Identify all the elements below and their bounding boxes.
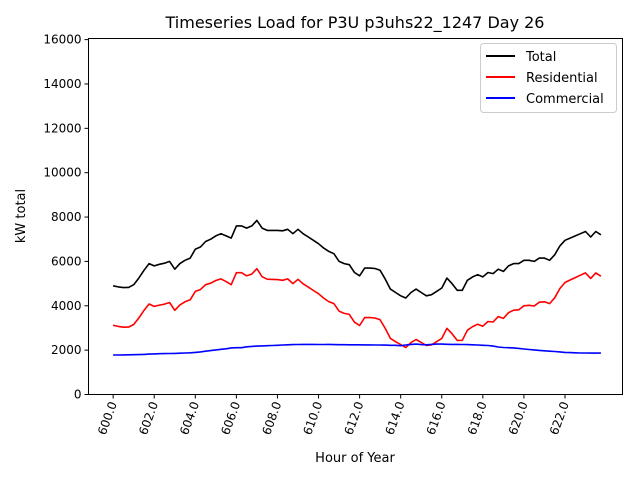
x-tick-label: 614.0 <box>383 400 408 437</box>
legend-frame <box>480 43 617 113</box>
y-tick-label: 0 <box>74 388 82 402</box>
x-tick-label: 620.0 <box>506 400 531 437</box>
y-tick-label: 2000 <box>51 343 82 357</box>
series-line-total <box>112 219 602 299</box>
x-tick-label: 612.0 <box>342 400 367 437</box>
y-axis-label: kW total <box>14 189 29 243</box>
x-axis-label: Hour of Year <box>315 451 395 466</box>
x-tick-label: 610.0 <box>300 400 325 437</box>
legend: Total Residential Commercial <box>480 43 617 113</box>
x-tick-label: 606.0 <box>218 400 243 437</box>
x-tick-label: 618.0 <box>465 400 490 437</box>
x-tick-label: 604.0 <box>177 400 202 437</box>
x-tick-label: 622.0 <box>547 400 572 437</box>
y-tick-label: 6000 <box>51 254 82 268</box>
y-tick-label: 4000 <box>51 299 82 313</box>
y-tick-label: 12000 <box>43 121 81 135</box>
y-tick-label: 10000 <box>43 166 81 180</box>
legend-label-commercial: Commercial <box>526 92 604 107</box>
y-tick-label: 8000 <box>51 210 82 224</box>
series-line-residential <box>112 267 602 349</box>
legend-label-residential: Residential <box>526 71 598 86</box>
x-tick-label: 602.0 <box>136 400 161 437</box>
x-tick-label: 608.0 <box>259 400 284 437</box>
chart-title: Timeseries Load for P3U p3uhs22_1247 Day… <box>165 13 545 33</box>
y-tick-label: 16000 <box>43 33 81 47</box>
plot-area-frame <box>88 38 623 395</box>
x-tick-label: 616.0 <box>424 400 449 437</box>
x-tick-label: 600.0 <box>95 400 120 437</box>
legend-label-total: Total <box>525 50 556 65</box>
y-tick-label: 14000 <box>43 77 81 91</box>
series-line-commercial <box>113 343 601 356</box>
